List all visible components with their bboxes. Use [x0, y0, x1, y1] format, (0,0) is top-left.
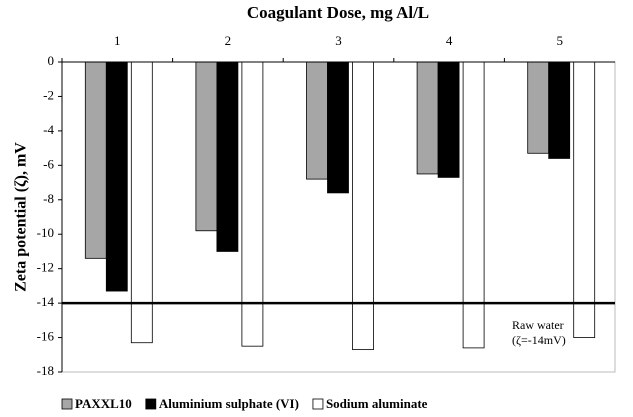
bar	[548, 61, 571, 159]
y-tick-label: 0	[48, 53, 55, 68]
y-tick-label: -12	[37, 260, 54, 275]
legend-label: PAXXL10	[75, 396, 132, 411]
y-tick-label: -2	[43, 87, 54, 102]
x-axis-title: Coagulant Dose, mg Al/L	[247, 3, 429, 22]
bar	[327, 61, 349, 194]
x-tick-label: 4	[446, 33, 453, 48]
x-tick-label: 3	[335, 33, 342, 48]
bar	[105, 61, 128, 292]
y-tick-label: -18	[37, 363, 54, 378]
y-tick-label: -4	[43, 122, 54, 137]
y-axis-title: Zeta potential (ζ), mV	[13, 142, 30, 292]
bar	[573, 61, 596, 338]
bar	[352, 61, 374, 351]
bar	[195, 61, 218, 232]
annotation: Raw water	[512, 318, 564, 332]
y-tick-label: -8	[43, 191, 54, 206]
y-tick-label: -10	[37, 225, 54, 240]
bar	[527, 61, 550, 154]
bar	[462, 61, 485, 349]
legend-swatch	[61, 398, 73, 410]
y-tick-label: -6	[43, 156, 54, 171]
legend-swatch	[145, 398, 157, 410]
y-tick-label: -14	[37, 294, 55, 309]
bar	[437, 61, 460, 178]
annotation: (ζ=-14mV)	[512, 333, 566, 347]
legend-swatch	[312, 398, 324, 410]
bar	[216, 61, 239, 252]
bar	[416, 61, 439, 175]
x-tick-label: 2	[225, 33, 232, 48]
bar	[306, 61, 328, 180]
x-tick-label: 5	[556, 33, 563, 48]
y-tick-label: -16	[37, 329, 55, 344]
bar	[130, 61, 153, 344]
legend-label: Sodium aluminate	[326, 396, 428, 411]
bar	[84, 61, 107, 259]
x-tick-label: 1	[114, 33, 121, 48]
legend-label: Aluminium sulphate (VI)	[159, 396, 299, 411]
